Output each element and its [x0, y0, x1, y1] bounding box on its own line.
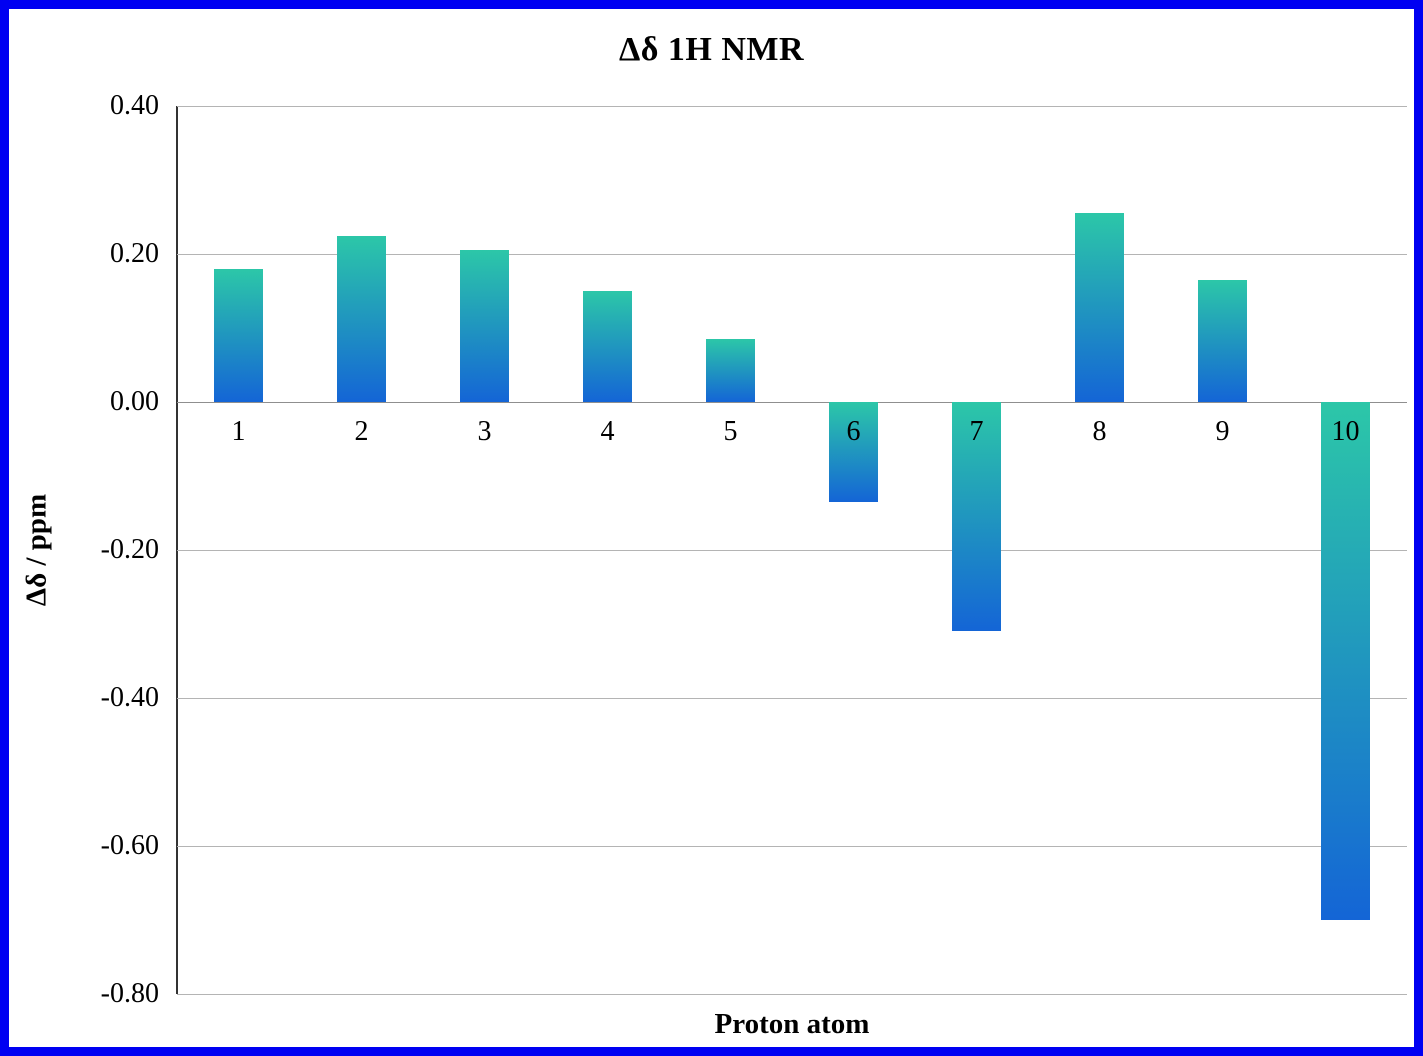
bar-proton-5: [706, 339, 755, 402]
category-label: 4: [600, 416, 615, 447]
category-label: 5: [723, 416, 738, 447]
bar-proton-9: [1198, 279, 1247, 402]
gridline: [177, 993, 1407, 995]
gridline: [177, 845, 1407, 847]
y-tick-label: 0.40: [110, 90, 159, 121]
category-label: 9: [1215, 416, 1230, 447]
category-label: 7: [969, 416, 984, 447]
y-tick-label: 0.00: [110, 386, 159, 417]
y-tick-label: -0.20: [100, 534, 159, 565]
gridline: [177, 105, 1407, 107]
y-tick-label: -0.80: [100, 978, 159, 1009]
plot-area: 1 2 3 4 5 6 7 8 9 10: [176, 105, 1407, 995]
bar-proton-4: [583, 291, 632, 402]
gridline: [177, 697, 1407, 699]
category-label: 1: [231, 416, 246, 447]
category-label: 8: [1092, 416, 1107, 447]
y-tick-label: -0.60: [100, 830, 159, 861]
category-label: 3: [477, 416, 492, 447]
y-tick-label: -0.40: [100, 682, 159, 713]
category-label: 10: [1331, 416, 1360, 447]
gridline: [177, 253, 1407, 255]
gridline: [177, 549, 1407, 551]
bar-proton-2: [337, 235, 386, 402]
bar-proton-10: [1321, 402, 1370, 920]
y-tick-label: 0.20: [110, 238, 159, 269]
bar-proton-6: [829, 402, 878, 502]
chart-title: Δδ 1H NMR: [618, 31, 805, 68]
x-axis-title: Proton atom: [714, 1008, 870, 1040]
gridline: [177, 401, 1407, 403]
category-label: 2: [354, 416, 369, 447]
category-label: 6: [846, 416, 861, 447]
bar-proton-7: [952, 402, 1001, 632]
bar-proton-3: [460, 250, 509, 402]
bar-proton-8: [1075, 213, 1124, 402]
bar-proton-1: [214, 268, 263, 402]
